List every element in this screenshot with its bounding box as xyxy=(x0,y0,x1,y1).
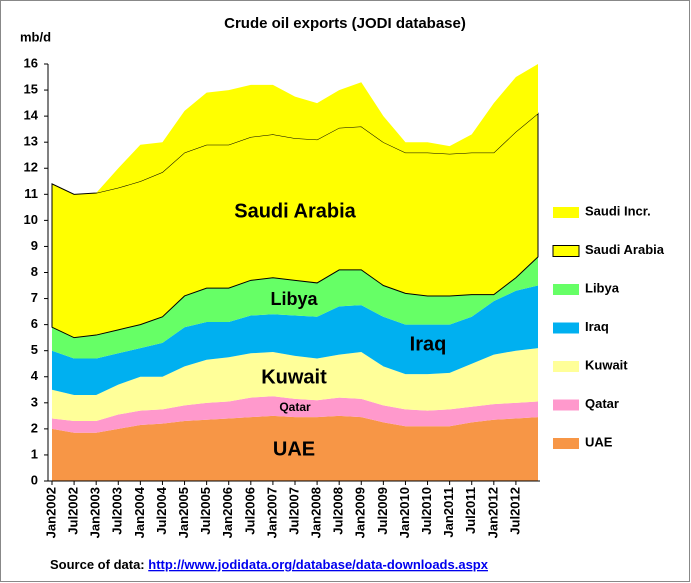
y-tick-label: 15 xyxy=(24,82,38,97)
area xyxy=(52,256,538,359)
x-tick-label: Jan2009 xyxy=(353,487,368,538)
x-tick-label: Jul2004 xyxy=(154,486,169,534)
source-label-text: Source of data: xyxy=(50,557,145,572)
y-tick-label: 3 xyxy=(31,394,38,409)
x-tick-label: Jul2002 xyxy=(66,487,81,535)
x-tick-label: Jul2012 xyxy=(507,487,522,535)
y-tick-label: 9 xyxy=(31,238,38,253)
x-tick-label: Jan2003 xyxy=(88,487,103,538)
area xyxy=(52,64,538,195)
legend-swatch xyxy=(553,207,579,218)
legend-swatch xyxy=(553,438,579,449)
y-tick-label: 7 xyxy=(31,290,38,305)
legend-label: UAE xyxy=(585,434,613,449)
x-tick-label: Jan2004 xyxy=(132,486,147,538)
legend-swatch xyxy=(553,284,579,295)
legend-label: Libya xyxy=(585,280,620,295)
x-tick-label: Jan2008 xyxy=(309,487,324,538)
y-axis-label: mb/d xyxy=(20,29,51,44)
y-tick-label: 5 xyxy=(31,342,38,357)
chart-title: Crude oil exports (JODI database) xyxy=(224,15,466,32)
area-label: Saudi Arabia xyxy=(234,200,356,222)
area-label: Iraq xyxy=(410,333,447,355)
x-tick-label: Jul2009 xyxy=(375,487,390,535)
legend-label: Kuwait xyxy=(585,357,628,372)
area-label: Kuwait xyxy=(261,366,327,388)
y-tick-label: 12 xyxy=(24,160,38,175)
legend-label: Iraq xyxy=(585,319,609,334)
legend-swatch xyxy=(553,399,579,411)
x-tick-label: Jul2011 xyxy=(463,487,478,534)
y-tick-label: 16 xyxy=(24,55,38,70)
area xyxy=(52,415,538,481)
x-tick-label: Jan2007 xyxy=(264,487,279,538)
legend-swatch xyxy=(552,245,580,257)
y-tick-label: 4 xyxy=(31,368,39,383)
legend-label: Saudi Arabia xyxy=(585,242,665,257)
x-tick-label: Jan2002 xyxy=(43,487,58,538)
x-tick-label: Jul2008 xyxy=(331,487,346,535)
legend-label: Qatar xyxy=(585,396,619,411)
x-tick-label: Jan2011 xyxy=(441,487,456,538)
x-tick-label: Jul2010 xyxy=(419,487,434,535)
area xyxy=(52,285,538,395)
area xyxy=(52,348,538,422)
x-tick-label: Jan2012 xyxy=(485,487,500,538)
x-tick-label: Jan2005 xyxy=(176,487,191,538)
legend-label: Saudi Incr. xyxy=(585,203,651,218)
legend-swatch xyxy=(553,361,579,372)
source-label: Source of data: http://www.jodidata.org/… xyxy=(50,557,489,572)
y-tick-label: 6 xyxy=(31,316,38,331)
x-tick-label: Jan2010 xyxy=(397,487,412,538)
y-tick-label: 11 xyxy=(24,186,38,201)
y-tick-label: 10 xyxy=(24,212,38,227)
y-tick-label: 14 xyxy=(24,108,39,123)
x-tick-label: Jul2006 xyxy=(242,487,257,535)
y-tick-label: 13 xyxy=(24,134,38,149)
y-tick-label: 0 xyxy=(31,472,38,487)
x-tick-label: Jan2006 xyxy=(220,487,235,538)
area-label: UAE xyxy=(273,438,315,460)
x-tick-label: Jul2007 xyxy=(286,487,301,535)
area xyxy=(52,396,538,433)
area-label: Qatar xyxy=(279,400,311,414)
legend-swatch xyxy=(553,322,579,334)
area-label: Libya xyxy=(270,289,318,309)
y-tick-label: 2 xyxy=(31,420,38,435)
source-link[interactable]: http://www.jodidata.org/database/data-do… xyxy=(148,557,488,572)
y-tick-label: 1 xyxy=(31,446,38,461)
x-tick-label: Jul2003 xyxy=(110,487,125,535)
x-tick-label: Jul2005 xyxy=(198,487,213,535)
y-tick-label: 8 xyxy=(31,264,38,279)
